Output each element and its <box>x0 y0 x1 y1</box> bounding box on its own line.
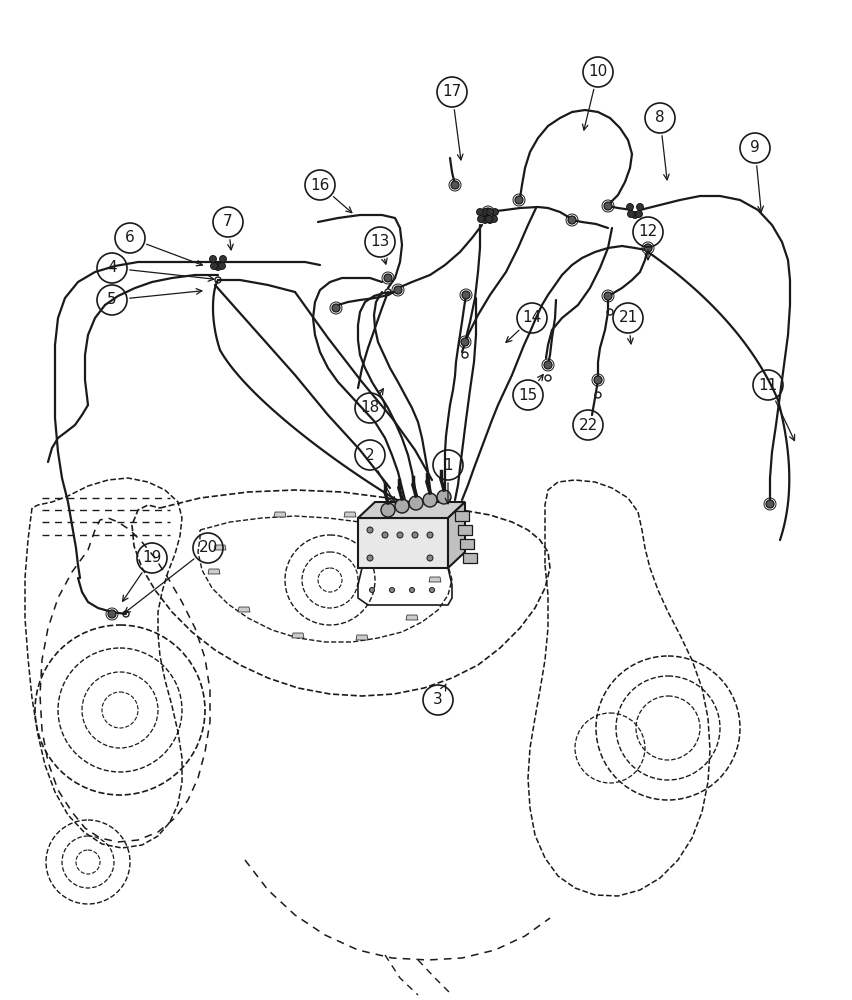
Text: 8: 8 <box>655 110 665 125</box>
Circle shape <box>427 555 433 561</box>
Circle shape <box>628 211 635 218</box>
Circle shape <box>481 209 488 216</box>
Text: 3: 3 <box>433 692 443 708</box>
Circle shape <box>210 262 217 269</box>
Circle shape <box>486 217 493 224</box>
Text: 20: 20 <box>199 540 217 556</box>
Text: 1: 1 <box>443 458 452 473</box>
Text: 13: 13 <box>371 234 389 249</box>
Circle shape <box>594 376 602 384</box>
Circle shape <box>409 496 423 510</box>
Polygon shape <box>358 518 448 568</box>
Polygon shape <box>238 607 250 612</box>
Circle shape <box>394 286 402 294</box>
Circle shape <box>477 216 485 223</box>
Circle shape <box>481 217 488 224</box>
Circle shape <box>367 555 373 561</box>
Text: 15: 15 <box>518 387 538 402</box>
Text: 17: 17 <box>442 85 462 100</box>
Polygon shape <box>448 502 465 568</box>
Circle shape <box>644 244 652 252</box>
Text: 21: 21 <box>619 310 637 326</box>
Circle shape <box>423 493 437 507</box>
Circle shape <box>568 216 576 224</box>
Circle shape <box>397 532 403 538</box>
Circle shape <box>437 490 451 504</box>
Text: 14: 14 <box>522 310 542 326</box>
Polygon shape <box>458 525 472 535</box>
Text: 16: 16 <box>310 178 330 192</box>
Circle shape <box>636 204 643 211</box>
Text: 11: 11 <box>758 377 778 392</box>
Text: 7: 7 <box>223 215 233 230</box>
Circle shape <box>491 216 498 223</box>
Polygon shape <box>463 553 477 563</box>
Text: 19: 19 <box>142 550 162 566</box>
Circle shape <box>108 610 116 618</box>
Circle shape <box>410 587 415 592</box>
Circle shape <box>451 181 459 189</box>
Circle shape <box>544 361 552 369</box>
Polygon shape <box>214 545 226 550</box>
Polygon shape <box>208 569 220 574</box>
Circle shape <box>218 262 226 269</box>
Circle shape <box>492 209 498 216</box>
Circle shape <box>367 527 373 533</box>
Circle shape <box>476 209 483 216</box>
Polygon shape <box>344 512 356 517</box>
Circle shape <box>484 208 492 216</box>
Circle shape <box>370 587 375 592</box>
Circle shape <box>461 338 469 346</box>
Circle shape <box>636 211 642 218</box>
Circle shape <box>462 291 470 299</box>
Circle shape <box>482 216 490 223</box>
Polygon shape <box>406 615 418 620</box>
Text: 12: 12 <box>638 225 658 239</box>
Circle shape <box>604 292 612 300</box>
Circle shape <box>429 587 435 592</box>
Circle shape <box>384 274 392 282</box>
Circle shape <box>210 255 216 262</box>
Circle shape <box>631 212 638 219</box>
Text: 22: 22 <box>579 418 597 432</box>
Text: 9: 9 <box>750 140 760 155</box>
Text: 4: 4 <box>107 260 117 275</box>
Circle shape <box>486 216 492 223</box>
Circle shape <box>215 263 222 270</box>
Polygon shape <box>274 512 286 517</box>
Polygon shape <box>292 633 304 638</box>
Circle shape <box>382 532 388 538</box>
Circle shape <box>626 204 634 211</box>
Circle shape <box>515 196 523 204</box>
Circle shape <box>486 209 493 216</box>
Circle shape <box>427 532 433 538</box>
Text: 6: 6 <box>125 231 135 245</box>
Circle shape <box>381 503 395 517</box>
Circle shape <box>766 500 774 508</box>
Text: 10: 10 <box>589 64 607 80</box>
Circle shape <box>395 499 409 513</box>
Polygon shape <box>404 539 416 544</box>
Text: 18: 18 <box>360 400 380 416</box>
Circle shape <box>332 304 340 312</box>
Circle shape <box>604 202 612 210</box>
Text: 2: 2 <box>366 448 375 462</box>
Polygon shape <box>356 635 368 640</box>
Circle shape <box>389 587 394 592</box>
Polygon shape <box>460 539 474 549</box>
Polygon shape <box>429 577 441 582</box>
Circle shape <box>220 255 227 262</box>
Polygon shape <box>358 502 465 518</box>
Polygon shape <box>455 511 469 521</box>
Circle shape <box>412 532 418 538</box>
Text: 5: 5 <box>107 292 117 308</box>
